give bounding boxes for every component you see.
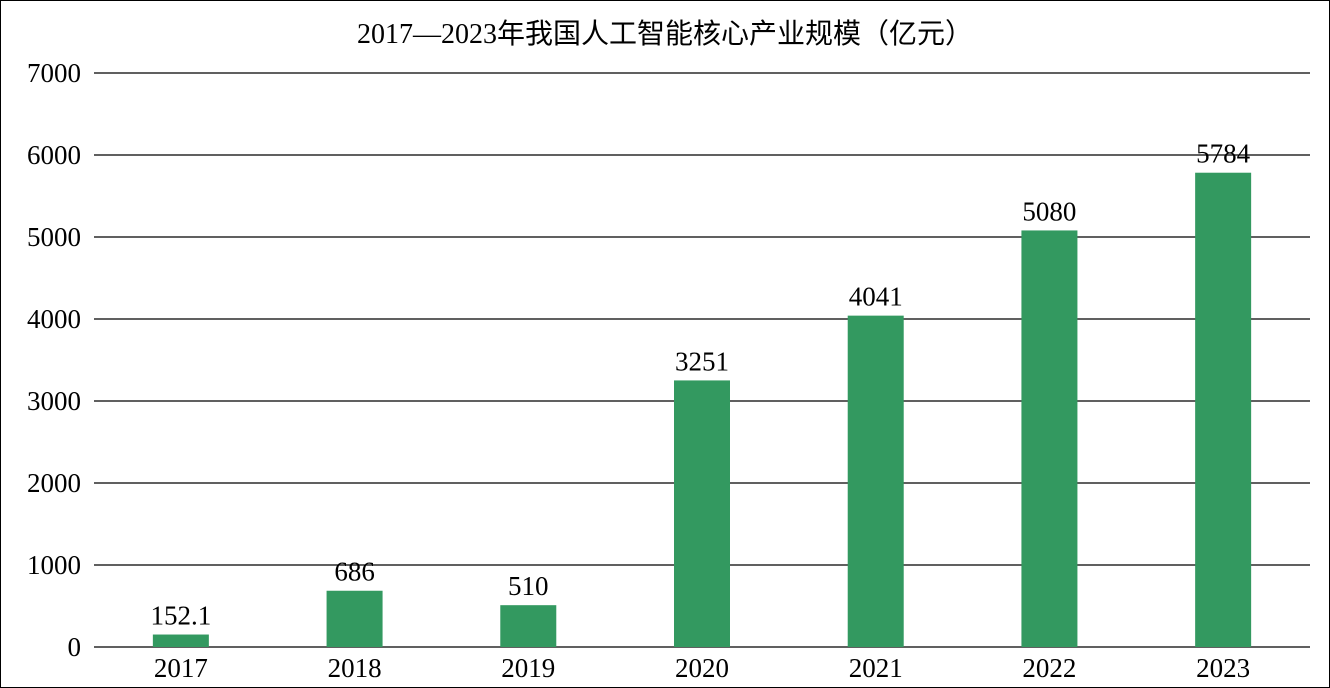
- data-labels: 152.1 686 510 3251 4041 5080 5784: [150, 139, 1250, 631]
- data-label-2017: 152.1: [150, 601, 211, 631]
- data-label-2019: 510: [508, 571, 549, 601]
- y-tick-label: 7000: [27, 58, 81, 88]
- y-tick-label: 5000: [27, 222, 81, 252]
- y-tick-label: 4000: [27, 304, 81, 334]
- chart-title: 2017—2023年我国人工智能核心产业规模（亿元）: [357, 18, 973, 50]
- y-tick-label: 1000: [27, 550, 81, 580]
- bars: [152, 172, 1252, 647]
- bar-2022: [1021, 230, 1078, 647]
- y-tick-label: 3000: [27, 386, 81, 416]
- data-label-2023: 5784: [1196, 139, 1251, 169]
- bar-2017: [152, 634, 209, 647]
- y-tick-label: 6000: [27, 140, 81, 170]
- bar-2020: [674, 380, 730, 647]
- x-tick-label-2018: 2018: [328, 653, 382, 683]
- x-tick-label-2020: 2020: [675, 653, 729, 683]
- x-tick-label-2017: 2017: [154, 653, 208, 683]
- x-tick-label-2022: 2022: [1022, 653, 1076, 683]
- x-tick-label-2021: 2021: [849, 653, 903, 683]
- bar-2023: [1195, 172, 1252, 647]
- x-tick-label-2023: 2023: [1196, 653, 1250, 683]
- x-tick-label-2019: 2019: [501, 653, 555, 683]
- bar-2019: [500, 605, 557, 647]
- data-label-2022: 5080: [1022, 196, 1076, 226]
- data-label-2020: 3251: [675, 346, 729, 376]
- data-label-2018: 686: [334, 557, 375, 587]
- y-tick-label: 0: [68, 632, 82, 662]
- bar-2021: [847, 315, 904, 647]
- y-axis-ticks: 0 1000 2000 3000 4000 5000 6000 7000: [27, 58, 81, 662]
- bar-2018: [326, 590, 383, 647]
- x-axis-ticks: 2017 2018 2019 2020 2021 2022 2023: [154, 653, 1250, 683]
- y-tick-label: 2000: [27, 468, 81, 498]
- data-label-2021: 4041: [849, 282, 903, 312]
